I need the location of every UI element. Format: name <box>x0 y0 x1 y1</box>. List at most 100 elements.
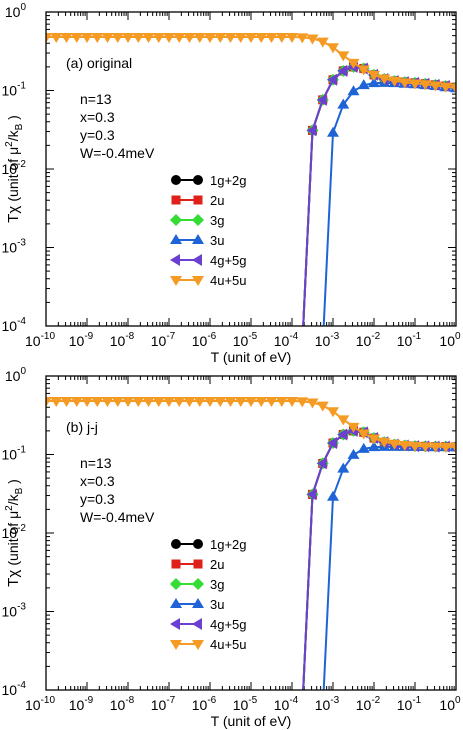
data-point <box>439 442 452 453</box>
data-point <box>368 441 380 452</box>
y-tick-label: 10-3 <box>2 238 27 256</box>
legend-entry: 3u <box>170 597 224 612</box>
data-point <box>163 33 175 44</box>
data-point <box>245 397 257 408</box>
param-text: y=0.3 <box>80 491 115 507</box>
legend-marker <box>170 640 182 650</box>
data-point <box>368 434 380 445</box>
x-tick-exponent: -9 <box>84 695 93 706</box>
y-axis-title: Tχ (unit of μ2/kB ) <box>4 479 25 587</box>
x-tick-exponent: -8 <box>125 331 134 342</box>
x-tick-label: 10-10 <box>25 695 55 713</box>
x-tick-label: 10-1 <box>397 695 422 713</box>
data-point <box>450 83 456 94</box>
legend-marker <box>170 214 182 226</box>
data-point <box>286 33 298 44</box>
y-tick-label: 10-2 <box>2 159 27 177</box>
x-tick-label: 10-5 <box>233 695 258 713</box>
data-point <box>173 397 186 408</box>
data-point <box>439 82 452 93</box>
data-point <box>101 33 114 44</box>
legend-label: 4g+5g <box>210 617 247 632</box>
x-axis-title: T (unit of eV) <box>211 713 292 729</box>
axis-ticks <box>45 375 457 691</box>
data-point <box>122 397 134 408</box>
panel-label: (b) j-j <box>66 419 98 435</box>
param-text: x=0.3 <box>80 473 115 489</box>
data-point <box>70 33 83 44</box>
x-tick-exponent: -10 <box>41 695 56 706</box>
data-point <box>91 397 104 408</box>
legend-entry: 2u <box>171 193 224 208</box>
legend-marker <box>170 618 180 630</box>
data-point <box>70 397 83 408</box>
legend-marker <box>193 539 203 549</box>
data-point <box>337 462 350 473</box>
x-tick-exponent: -1 <box>412 331 421 342</box>
x-tick-label: 10-7 <box>151 331 176 349</box>
y-tick-exponent: 0 <box>20 366 26 377</box>
data-point <box>132 33 145 44</box>
data-point <box>368 70 380 81</box>
legend-label: 2u <box>210 193 224 208</box>
data-point <box>316 93 327 106</box>
legend-marker <box>192 618 202 630</box>
data-point <box>378 74 391 85</box>
data-point <box>337 51 350 62</box>
data-point <box>91 33 104 44</box>
series-4u+5u <box>46 397 456 453</box>
x-tick-label: 10-8 <box>110 695 135 713</box>
data-point <box>368 77 380 88</box>
data-point <box>347 448 360 459</box>
legend-label: 4u+5u <box>210 637 247 652</box>
x-tick-exponent: -2 <box>371 695 380 706</box>
data-point <box>46 397 52 408</box>
data-point <box>316 401 329 412</box>
x-tick-label: 10-2 <box>356 695 381 713</box>
panel-title: original <box>83 55 132 71</box>
legend-label: 3u <box>210 233 224 248</box>
legend-label: 4u+5u <box>210 273 247 288</box>
data-point <box>183 33 196 44</box>
data-area <box>46 397 456 690</box>
data-point <box>306 34 319 45</box>
series-4u+5u <box>46 33 456 94</box>
legend-marker <box>193 175 203 185</box>
legend-marker <box>192 214 204 226</box>
legend-entry: 3u <box>170 233 224 248</box>
y-tick-label: 10-3 <box>2 602 27 620</box>
chart-panel-1: 10-10 10-9 10-8 10-7 10-6 10-5 10-4 10-3 10-2 10-… <box>2 2 461 365</box>
data-point <box>327 126 339 137</box>
param-text: n=13 <box>80 91 112 107</box>
legend-entry: 3g <box>170 577 224 592</box>
data-point <box>347 58 360 69</box>
legend-marker <box>170 578 182 590</box>
legend-marker <box>170 234 182 244</box>
x-tick-label: 10-10 <box>25 331 55 349</box>
x-tick-label: 10-6 <box>192 695 217 713</box>
x-tick-label: 10-5 <box>233 331 258 349</box>
data-point <box>296 397 309 408</box>
data-point <box>265 397 278 408</box>
data-point <box>173 33 186 44</box>
data-point <box>142 397 155 408</box>
data-point <box>419 80 432 91</box>
y-tick-exponent: -1 <box>17 445 26 456</box>
series-line <box>322 81 456 326</box>
x-tick-label: 10-7 <box>151 695 176 713</box>
data-point <box>388 439 401 450</box>
legend-marker <box>170 254 180 266</box>
x-tick-label: 10-4 <box>274 695 299 713</box>
data-point <box>234 33 247 44</box>
data-point <box>296 33 309 44</box>
y-tick-label: 10-1 <box>2 445 27 463</box>
data-point <box>204 397 216 408</box>
data-point <box>327 490 339 501</box>
x-tick-label: 10-9 <box>69 695 94 713</box>
data-point <box>327 73 337 86</box>
panel-label: (a) original <box>66 55 132 71</box>
legend-marker <box>192 254 202 266</box>
legend-marker <box>192 276 204 286</box>
data-point <box>347 85 360 96</box>
